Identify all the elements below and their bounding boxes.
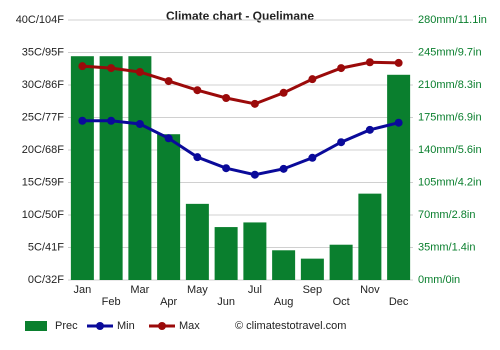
point [279, 164, 288, 173]
y-tick-label: 30C/86F [22, 79, 64, 91]
y-tick-label: 25C/77F [22, 111, 64, 123]
legend-label: Max [179, 320, 200, 332]
point [250, 170, 259, 179]
point [164, 134, 173, 143]
point [337, 64, 346, 73]
bar [243, 222, 267, 280]
y-tick-label: 5C/41F [28, 241, 64, 253]
bar [128, 56, 152, 280]
bar [185, 203, 209, 280]
watermark: © climatestotravel.com [235, 320, 346, 332]
x-tick-label: Oct [333, 296, 350, 308]
x-tick-label: Mar [130, 284, 149, 296]
point [250, 99, 259, 108]
point [78, 116, 87, 125]
bar [358, 193, 382, 280]
point [222, 164, 231, 173]
point [193, 153, 202, 162]
legend-swatch [96, 322, 104, 330]
point [308, 75, 317, 84]
point [308, 153, 317, 162]
bar [272, 250, 296, 280]
legend-swatch [158, 322, 166, 330]
x-tick-label: Aug [274, 296, 294, 308]
y-tick-label: 35C/95F [22, 46, 64, 58]
point [279, 88, 288, 97]
y2-tick-label: 280mm/11.1in [418, 14, 487, 26]
bar [300, 258, 324, 280]
bar [70, 56, 94, 280]
chart-title: Climate chart - Quelimane [166, 9, 314, 23]
point [394, 118, 403, 127]
x-tick-label: Jan [74, 284, 92, 296]
y2-tick-label: 70mm/2.8in [418, 209, 475, 221]
point [365, 125, 374, 134]
x-tick-label: Jul [248, 284, 262, 296]
legend-swatch [25, 321, 47, 331]
point [107, 116, 116, 125]
x-tick-label: Jun [217, 296, 235, 308]
point [164, 77, 173, 86]
x-tick-label: Nov [360, 284, 380, 296]
x-tick-label: Sep [303, 284, 323, 296]
y2-tick-label: 245mm/9.7in [418, 46, 482, 58]
line [82, 119, 399, 177]
x-tick-label: Apr [160, 296, 177, 308]
point [222, 94, 231, 102]
y-tick-label: 40C/104F [16, 14, 65, 26]
line [82, 60, 399, 106]
point [337, 138, 346, 147]
point [365, 58, 374, 67]
bar [157, 134, 181, 280]
y-tick-label: 20C/68F [22, 144, 64, 156]
x-tick-label: Feb [102, 296, 121, 308]
y-tick-label: 10C/50F [22, 209, 64, 221]
point [394, 58, 403, 67]
point [135, 120, 144, 128]
point [135, 68, 144, 76]
y2-tick-label: 35mm/1.4in [418, 241, 475, 253]
y2-tick-label: 0mm/0in [418, 274, 460, 286]
legend-label: Min [117, 320, 135, 332]
y2-tick-label: 140mm/5.6in [418, 144, 482, 156]
x-tick-label: Dec [389, 296, 409, 308]
y2-tick-label: 105mm/4.2in [418, 176, 482, 188]
point [78, 62, 87, 71]
bar [99, 56, 123, 280]
x-tick-label: May [187, 284, 208, 296]
y-tick-label: 0C/32F [28, 274, 64, 286]
y2-tick-label: 210mm/8.3in [418, 79, 482, 91]
bar [329, 244, 353, 280]
point [193, 86, 202, 95]
y-tick-label: 15C/59F [22, 176, 64, 188]
y2-tick-label: 175mm/6.9in [418, 111, 482, 123]
point [107, 64, 116, 73]
bar [214, 227, 238, 280]
legend-label: Prec [55, 320, 78, 332]
bar [387, 74, 411, 281]
